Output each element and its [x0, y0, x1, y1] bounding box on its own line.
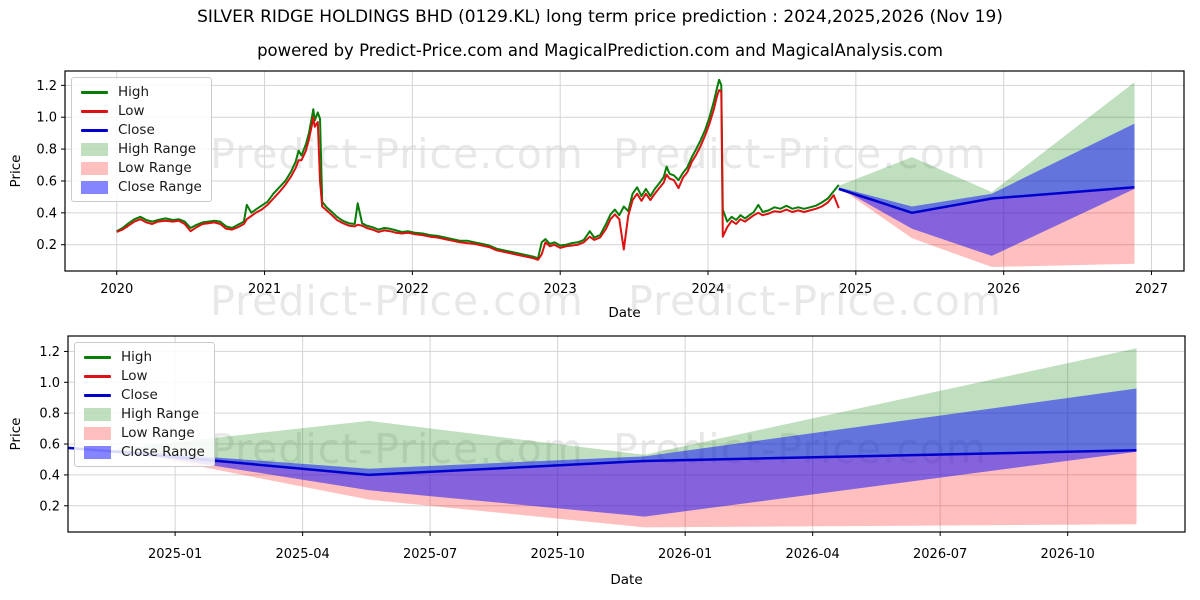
legend-top-chart: High Low Close High Range Low Range Close Ran… — [71, 77, 212, 202]
legend-swatch-low-range — [84, 426, 111, 440]
legend-label: Low Range — [121, 425, 195, 441]
low-line — [116, 89, 840, 261]
x-tick-label: 2025-01 — [148, 547, 202, 562]
legend-swatch-close — [84, 393, 111, 397]
x-tick-label: 2025-04 — [275, 547, 329, 562]
high-line — [116, 78, 840, 260]
legend-swatch-high — [81, 90, 108, 94]
close-range-band — [838, 123, 1135, 256]
x-tick-label: 2020 — [100, 282, 133, 297]
legend-swatch-low-range — [81, 161, 108, 175]
y-tick-label: 0.8 — [36, 143, 57, 158]
legend-label: Close Range — [118, 179, 202, 195]
low-range-band — [116, 450, 1137, 528]
legend-label: High Range — [118, 141, 197, 157]
high-range-band — [116, 348, 1137, 475]
legend-swatch-high-range — [84, 407, 111, 421]
page-title: SILVER RIDGE HOLDINGS BHD (0129.KL) long… — [197, 7, 1003, 27]
x-axis-label: Date — [608, 305, 640, 321]
legend-label: Close Range — [121, 444, 205, 460]
legend-item-close-range: Close Range — [81, 180, 202, 194]
plot-border — [64, 70, 1185, 272]
legend-swatch-close — [81, 128, 108, 132]
x-tick-label: 2025-10 — [530, 547, 584, 562]
legend-label: Close — [121, 387, 158, 403]
top-chart: 0.2 0.4 0.6 0.8 1.0 1.2 2020 2021 2022 2023 2024 20… — [8, 70, 1185, 321]
legend-item-high: High — [81, 85, 202, 99]
legend-item-close-range: Close Range — [84, 445, 205, 459]
x-tick-label: 2026 — [987, 282, 1020, 297]
bottom-chart: 0.2 0.4 0.6 0.8 1.0 1.2 2025-01 2025-04 2025-07 2… — [8, 335, 1186, 588]
y-axis-label: Price — [8, 418, 24, 451]
x-tick-label: 2026-04 — [786, 547, 840, 562]
y-tick-label: 1.0 — [36, 111, 57, 126]
x-tick-label: 2022 — [396, 282, 429, 297]
legend-item-low: Low — [84, 369, 205, 383]
y-tick-label: 0.2 — [39, 499, 60, 514]
x-tick-label: 2024 — [691, 282, 724, 297]
legend-label: Close — [118, 122, 155, 138]
y-tick-label: 0.8 — [39, 407, 60, 422]
x-tick-label: 2026-07 — [913, 547, 967, 562]
legend-label: High — [121, 349, 153, 365]
legend-item-low-range: Low Range — [84, 426, 205, 440]
legend-item-close: Close — [84, 388, 205, 402]
y-tick-label: 1.2 — [39, 345, 60, 360]
legend-swatch-low — [84, 374, 111, 378]
x-axis-label: Date — [610, 572, 642, 588]
legend-item-close: Close — [81, 123, 202, 137]
y-axis-label: Price — [8, 155, 24, 188]
y-tick-label: 0.6 — [39, 438, 60, 453]
high-range-band — [838, 82, 1135, 213]
x-tick-label: 2026-01 — [658, 547, 712, 562]
legend-swatch-close-range — [81, 180, 108, 194]
legend-swatch-high-range — [81, 142, 108, 156]
low-range-band — [838, 187, 1135, 267]
x-tick-label: 2023 — [544, 282, 577, 297]
legend-item-low: Low — [81, 104, 202, 118]
legend-label: High — [118, 84, 150, 100]
legend-label: Low Range — [118, 160, 192, 176]
x-tick-label: 2027 — [1135, 282, 1168, 297]
legend-bottom-chart: High Low Close High Range Low Range Close Ran… — [74, 342, 215, 467]
legend-swatch-high — [84, 355, 111, 359]
y-tick-label: 1.2 — [36, 79, 57, 94]
legend-label: Low — [118, 103, 145, 119]
legend-item-low-range: Low Range — [81, 161, 202, 175]
y-tick-label: 0.6 — [36, 174, 57, 189]
y-tick-label: 0.2 — [36, 238, 57, 253]
legend-swatch-close-range — [84, 445, 111, 459]
close-range-band — [116, 388, 1137, 517]
page-subtitle: powered by Predict-Price.com and Magical… — [257, 41, 943, 60]
x-tick-label: 2025 — [839, 282, 872, 297]
x-tick-label: 2025-07 — [403, 547, 457, 562]
legend-label: High Range — [121, 406, 200, 422]
plot-border — [67, 335, 1186, 533]
legend-label: Low — [121, 368, 148, 384]
y-tick-label: 1.0 — [39, 376, 60, 391]
y-tick-label: 0.4 — [39, 468, 60, 483]
legend-swatch-low — [81, 109, 108, 113]
legend-item-high: High — [84, 350, 205, 364]
x-tick-label: 2021 — [248, 282, 281, 297]
y-tick-label: 0.4 — [36, 206, 57, 221]
legend-item-high-range: High Range — [81, 142, 202, 156]
x-tick-label: 2026-10 — [1041, 547, 1095, 562]
legend-item-high-range: High Range — [84, 407, 205, 421]
close-line — [838, 186, 1135, 215]
